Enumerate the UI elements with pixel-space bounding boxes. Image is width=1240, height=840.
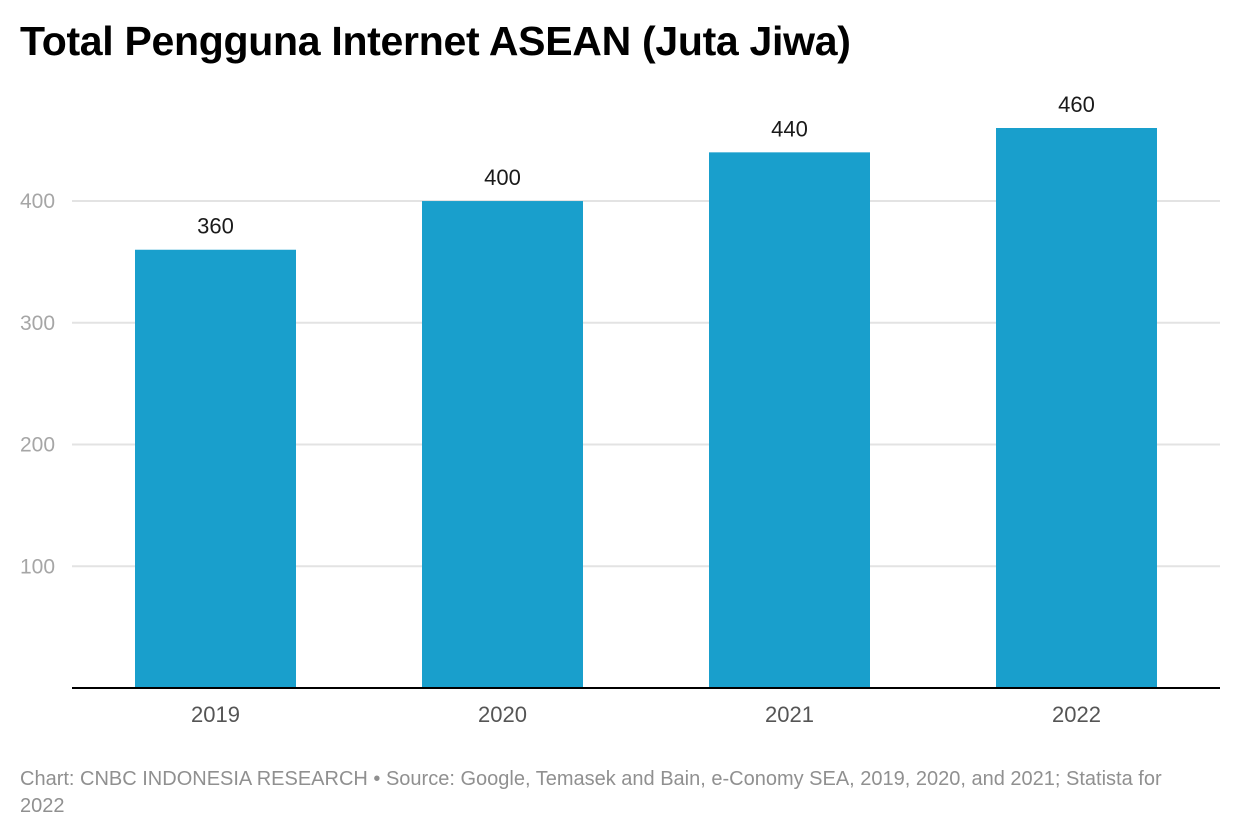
chart-source-caption: Chart: CNBC INDONESIA RESEARCH • Source:… [20, 768, 1162, 817]
y-tick-label: 300 [20, 312, 55, 335]
x-tick-label: 2019 [191, 702, 240, 727]
x-tick-label: 2021 [765, 702, 814, 727]
y-tick-label: 100 [20, 555, 55, 578]
bar [422, 201, 583, 689]
bar-chart: 100 200 300 400 360 2019 400 2020 440 2021 460 2022 [20, 92, 1220, 727]
data-label: 400 [484, 165, 521, 190]
chart-title: Total Pengguna Internet ASEAN (Juta Jiwa… [20, 18, 851, 64]
bar [135, 249, 296, 688]
bar [709, 152, 870, 688]
bar [996, 128, 1157, 688]
x-tick-label: 2020 [478, 702, 527, 727]
y-tick-label: 400 [20, 190, 55, 213]
data-label: 440 [771, 116, 808, 141]
data-label: 460 [1058, 92, 1095, 117]
x-tick-label: 2022 [1052, 702, 1101, 727]
y-tick-label: 200 [20, 434, 55, 457]
data-label: 360 [197, 214, 234, 239]
